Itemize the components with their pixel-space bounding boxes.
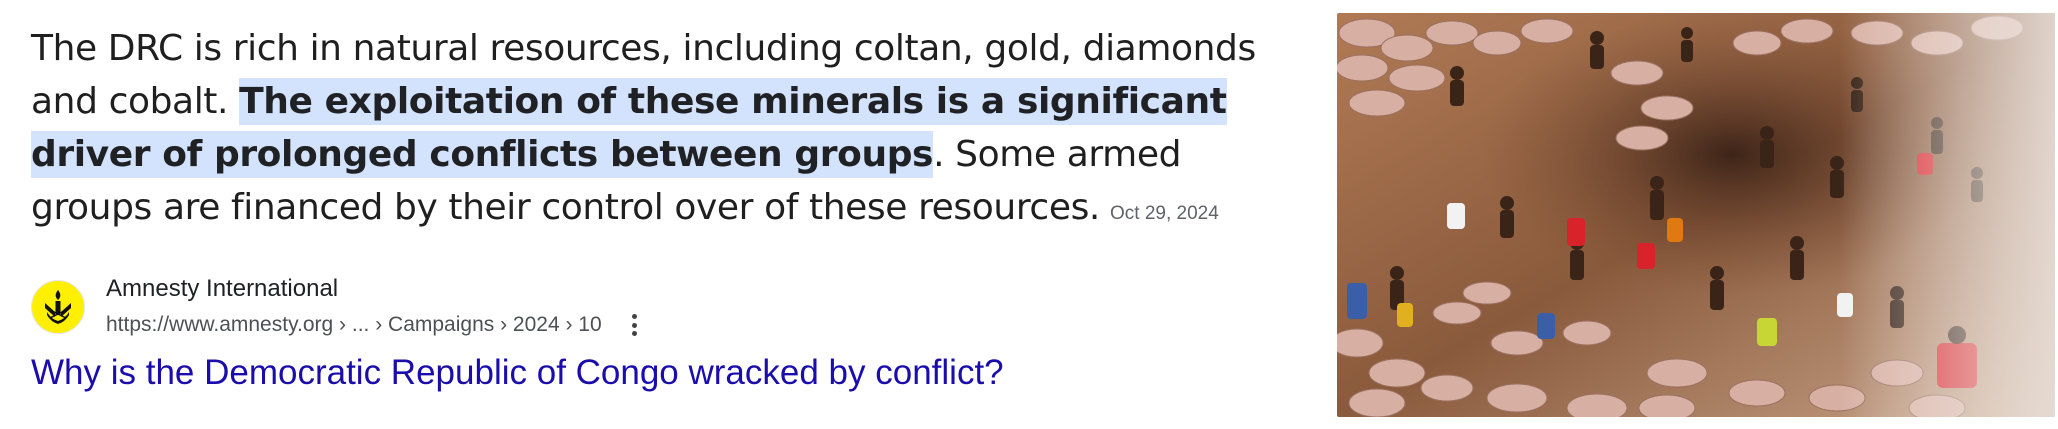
result-title-link[interactable]: Why is the Democratic Republic of Congo … <box>31 353 1004 392</box>
mine-workers-photo[interactable] <box>1337 13 2055 417</box>
snippet-text-after: . Some armed groups are financed by thei… <box>31 134 1182 228</box>
three-dot-vertical-icon[interactable] <box>626 314 643 336</box>
result-url-row[interactable]: https://www.amnesty.org › ... › Campaign… <box>106 313 643 337</box>
snippet-date: Oct 29, 2024 <box>1109 203 1219 224</box>
result-url[interactable]: https://www.amnesty.org › ... › Campaign… <box>106 313 602 336</box>
site-name[interactable]: Amnesty International <box>106 275 339 302</box>
mine-photo-illustration <box>1337 13 2055 417</box>
snippet-text-before: The DRC is rich in natural resources, in… <box>31 28 1256 122</box>
featured-snippet-text: The DRC is rich in natural resources, in… <box>31 22 1271 240</box>
result-source[interactable]: Amnesty International https://www.amnest… <box>31 275 931 345</box>
amnesty-candle-icon[interactable] <box>31 280 85 334</box>
